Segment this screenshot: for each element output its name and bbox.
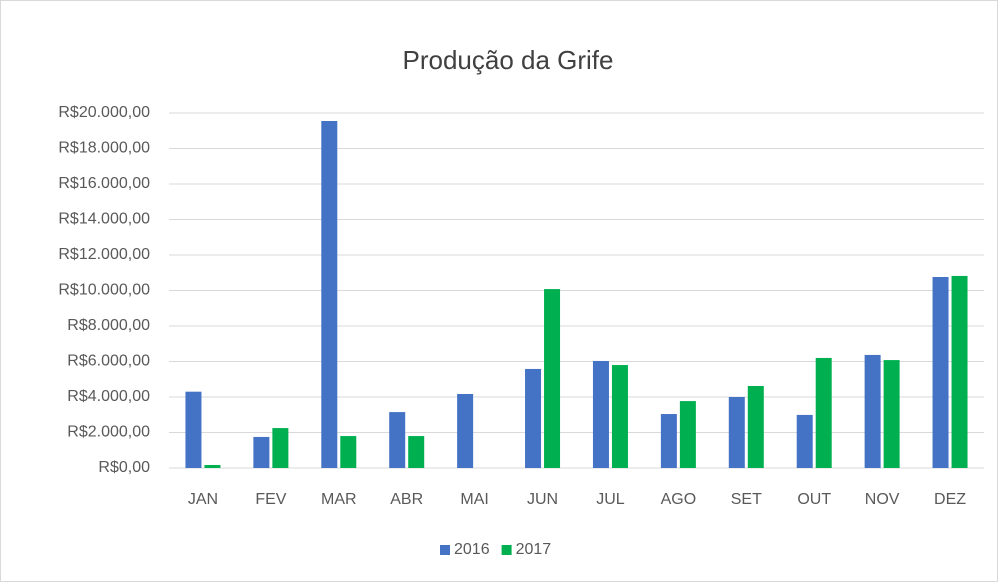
x-tick-label: OUT [797, 491, 831, 508]
bar [679, 401, 696, 468]
bar [272, 428, 289, 468]
y-tick-label: R$20.000,00 [58, 104, 150, 121]
x-tick-label: JAN [188, 491, 218, 508]
y-tick-label: R$4.000,00 [67, 388, 150, 405]
bar [660, 414, 677, 468]
y-tick-label: R$18.000,00 [58, 140, 150, 157]
bar [389, 412, 406, 468]
bar [321, 120, 338, 469]
bar [815, 357, 832, 468]
legend-label: 2016 [454, 541, 490, 558]
y-tick-label: R$16.000,00 [58, 175, 150, 192]
y-tick-label: R$10.000,00 [58, 282, 150, 299]
bar [728, 397, 745, 468]
x-tick-label: MAR [321, 491, 357, 508]
bar [611, 365, 628, 468]
x-tick-label: AGO [661, 491, 697, 508]
chart-title: Produção da Grife [402, 45, 613, 75]
bar [883, 360, 900, 468]
bar [253, 436, 270, 468]
bar [204, 464, 221, 468]
y-tick-label: R$2.000,00 [67, 424, 150, 441]
bar [951, 275, 968, 468]
x-tick-label: ABR [390, 491, 423, 508]
bar [747, 385, 764, 468]
legend-label: 2017 [516, 541, 552, 558]
y-tick-label: R$6.000,00 [67, 353, 150, 370]
bar [340, 436, 357, 468]
y-tick-label: R$12.000,00 [58, 246, 150, 263]
y-tick-label: R$0,00 [98, 459, 150, 476]
bar [796, 414, 813, 468]
x-tick-label: DEZ [934, 491, 966, 508]
bar [525, 368, 542, 468]
y-tick-label: R$8.000,00 [67, 317, 150, 334]
bar [544, 289, 561, 468]
x-tick-label: MAI [460, 491, 488, 508]
x-tick-label: SET [731, 491, 762, 508]
x-tick-label: NOV [865, 491, 900, 508]
bar [457, 393, 474, 468]
legend-swatch [440, 545, 450, 555]
y-tick-label: R$14.000,00 [58, 211, 150, 228]
x-tick-label: JUN [527, 491, 558, 508]
bar [592, 360, 609, 468]
bar [408, 436, 425, 468]
x-tick-label: FEV [255, 491, 286, 508]
x-tick-label: JUL [596, 491, 625, 508]
bar [932, 277, 949, 468]
bar [185, 391, 202, 468]
legend-swatch [501, 545, 512, 555]
bar [864, 354, 881, 468]
